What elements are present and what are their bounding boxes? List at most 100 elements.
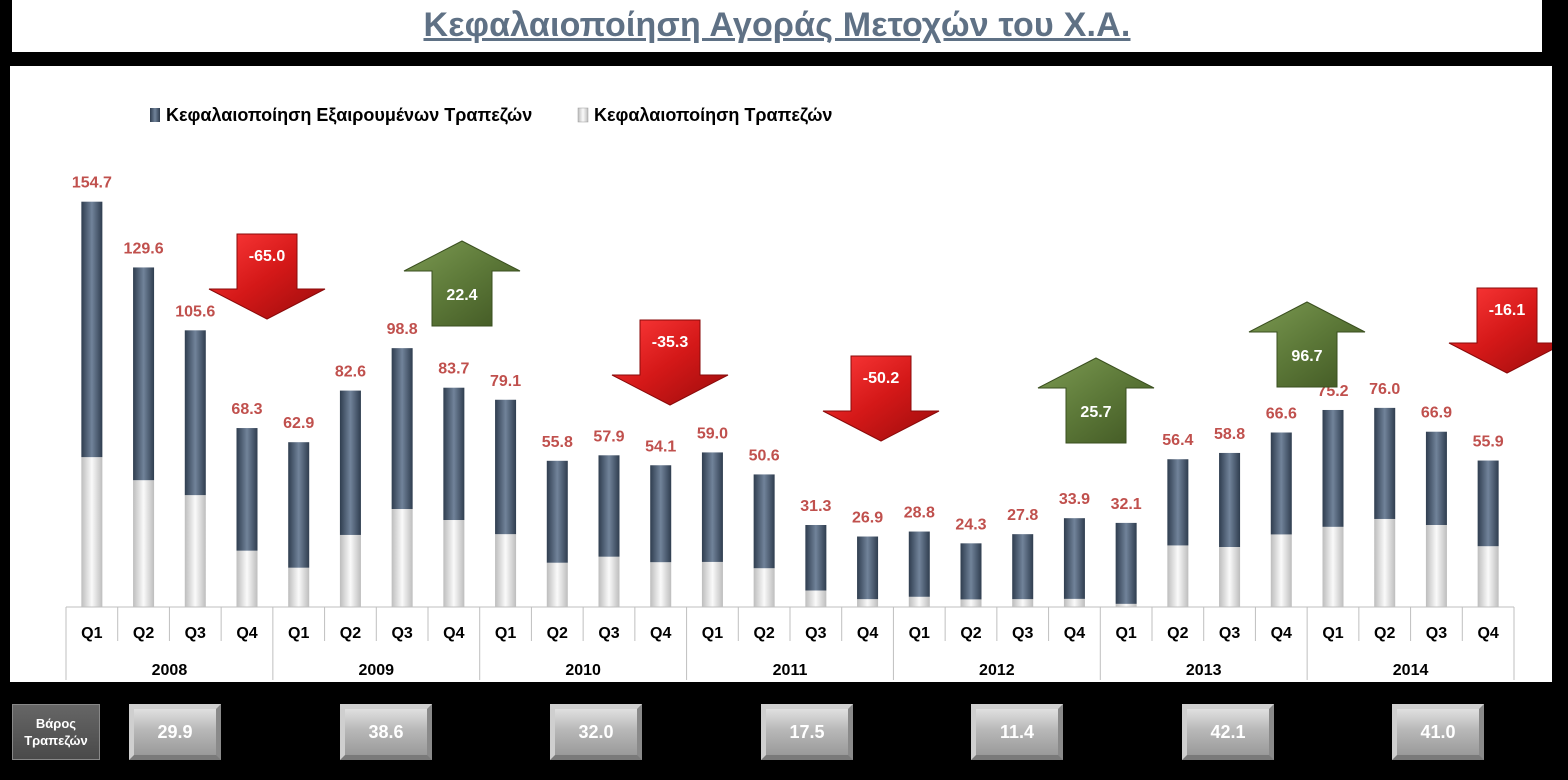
bar-non-bank-2010-Q4 — [650, 465, 672, 563]
bank-weight-2010: 32.0 — [550, 704, 642, 760]
value-label-2010-Q2: 55.8 — [542, 434, 573, 451]
bar-non-bank-2013-Q4 — [1270, 432, 1292, 535]
bar-bank-2011-Q2 — [753, 568, 775, 607]
value-label-2013-Q1: 32.1 — [1111, 496, 1142, 513]
change-label-2013: 96.7 — [1291, 348, 1322, 365]
tick-quarter-2013-Q4: Q4 — [1271, 625, 1292, 642]
change-arrow-down-2008 — [208, 233, 326, 320]
tick-quarter-2010-Q1: Q1 — [495, 625, 516, 642]
value-label-2009-Q3: 98.8 — [387, 321, 418, 338]
bar-non-bank-2012-Q1 — [908, 531, 930, 597]
bar-bank-2008-Q2 — [133, 480, 155, 607]
bar-bank-2010-Q1 — [495, 534, 517, 607]
bar-non-bank-2014-Q2 — [1374, 407, 1396, 519]
bar-non-bank-2011-Q1 — [701, 452, 723, 562]
tick-quarter-2013-Q1: Q1 — [1115, 625, 1136, 642]
bar-non-bank-2010-Q2 — [546, 460, 568, 563]
bar-non-bank-2011-Q4 — [857, 536, 879, 600]
bar-non-bank-2010-Q1 — [495, 399, 517, 535]
change-arrow-down-2011 — [822, 355, 940, 442]
bar-bank-2009-Q4 — [443, 520, 465, 607]
bar-non-bank-2009-Q1 — [288, 442, 310, 568]
bars-layer — [81, 201, 1499, 607]
bar-non-bank-2008-Q4 — [236, 428, 258, 551]
change-label-2008: -65.0 — [249, 248, 286, 265]
bar-non-bank-2008-Q3 — [184, 330, 206, 496]
tick-quarter-2010-Q3: Q3 — [598, 625, 619, 642]
tick-quarter-2012-Q1: Q1 — [909, 625, 930, 642]
bar-non-bank-2013-Q2 — [1167, 459, 1189, 546]
tick-quarter-2014-Q3: Q3 — [1426, 625, 1447, 642]
legend-label-bank: Κεφαλαιοποίηση Τραπεζών — [594, 105, 832, 126]
bar-bank-2008-Q4 — [236, 550, 258, 607]
bar-bank-2012-Q2 — [960, 599, 982, 607]
value-label-2013-Q2: 56.4 — [1162, 432, 1193, 449]
value-label-2010-Q3: 57.9 — [593, 428, 624, 445]
change-arrows-layer: -65.0 22.4 -35.3 -50.2 25.7 96.7 -16.1 — [208, 233, 1552, 444]
value-labels-layer: 154.7 129.6 105.6 68.3 62.9 82.6 98.8 83.7 79.1 5… — [72, 175, 1504, 534]
tick-quarter-2009-Q4: Q4 — [443, 625, 464, 642]
bar-bank-2013-Q4 — [1270, 534, 1292, 607]
value-label-2008-Q3: 105.6 — [175, 303, 215, 320]
legend-swatch-bank — [577, 107, 589, 123]
tick-year-2011: 2011 — [773, 662, 808, 679]
bar-non-bank-2010-Q3 — [598, 455, 620, 557]
bank-weight-label-line2: Τραπεζών — [24, 733, 88, 748]
value-label-2014-Q4: 55.9 — [1473, 434, 1504, 451]
bar-bank-2010-Q3 — [598, 556, 620, 607]
bar-bank-2013-Q3 — [1219, 547, 1241, 607]
change-arrow-down-2010 — [611, 319, 729, 406]
bar-bank-2010-Q4 — [650, 562, 672, 607]
value-label-2008-Q1: 154.7 — [72, 175, 112, 192]
bar-bank-2009-Q3 — [391, 509, 413, 607]
change-arrow-up-2012 — [1037, 357, 1155, 444]
tick-year-2008: 2008 — [152, 662, 188, 679]
value-label-2008-Q2: 129.6 — [124, 240, 164, 257]
change-label-2010: -35.3 — [652, 334, 689, 351]
bank-weight-2008: 29.9 — [129, 704, 221, 760]
tick-quarter-2011-Q4: Q4 — [857, 625, 878, 642]
bank-weight-label-line1: Βάρος — [35, 716, 77, 731]
bar-non-bank-2009-Q3 — [391, 348, 413, 510]
chart-panel: Κεφαλαιοποίηση Εξαιρουμένων Τραπεζών Κεφ… — [10, 66, 1552, 682]
tick-quarter-2009-Q3: Q3 — [391, 625, 412, 642]
tick-year-2013: 2013 — [1186, 662, 1222, 679]
bar-non-bank-2013-Q3 — [1219, 452, 1241, 548]
legend-label-non-bank: Κεφαλαιοποίηση Εξαιρουμένων Τραπεζών — [166, 105, 532, 126]
value-label-2009-Q2: 82.6 — [335, 364, 366, 381]
value-label-2011-Q2: 50.6 — [749, 447, 780, 464]
bank-weight-2014: 41.0 — [1392, 704, 1484, 760]
change-arrow-up-2013 — [1248, 301, 1366, 388]
bar-non-bank-2009-Q2 — [339, 390, 361, 535]
value-label-2010-Q4: 54.1 — [645, 438, 676, 455]
bar-bank-2011-Q3 — [805, 590, 827, 607]
value-label-2012-Q2: 24.3 — [955, 516, 986, 533]
bar-bank-2011-Q4 — [857, 599, 879, 607]
value-label-2012-Q4: 33.9 — [1059, 491, 1090, 508]
value-label-2014-Q3: 66.9 — [1421, 405, 1452, 422]
value-label-2013-Q4: 66.6 — [1266, 406, 1297, 423]
tick-year-2012: 2012 — [979, 662, 1015, 679]
tick-quarter-2013-Q3: Q3 — [1219, 625, 1240, 642]
bar-bank-2013-Q1 — [1115, 603, 1137, 607]
bar-bank-2014-Q3 — [1425, 524, 1447, 607]
bar-non-bank-2012-Q3 — [1012, 534, 1034, 600]
value-label-2012-Q3: 27.8 — [1007, 507, 1038, 524]
tick-quarter-2009-Q1: Q1 — [288, 625, 309, 642]
bar-bank-2013-Q2 — [1167, 545, 1189, 607]
bank-weight-2012: 11.4 — [971, 704, 1063, 760]
value-label-2013-Q3: 58.8 — [1214, 426, 1245, 443]
tick-quarter-2012-Q3: Q3 — [1012, 625, 1033, 642]
tick-quarter-2008-Q1: Q1 — [81, 625, 102, 642]
change-label-2012: 25.7 — [1080, 404, 1111, 421]
tick-quarter-2011-Q1: Q1 — [702, 625, 723, 642]
chart-title: Κεφαλαιοποίηση Αγοράς Μετοχών του Χ.Α. — [423, 6, 1131, 44]
value-label-2010-Q1: 79.1 — [490, 373, 521, 390]
tick-quarter-2014-Q2: Q2 — [1374, 625, 1395, 642]
bar-non-bank-2013-Q1 — [1115, 522, 1137, 604]
bar-bank-2011-Q1 — [701, 561, 723, 607]
tick-quarter-2014-Q1: Q1 — [1322, 625, 1343, 642]
bar-bank-2014-Q4 — [1477, 546, 1499, 607]
category-axis: Q1 Q2 Q3 Q4 Q1 Q2 Q3 Q4 Q1 Q2 Q3 Q4 Q1 Q2 Q3 Q4 Q1 Q2 Q3 Q4… — [65, 606, 1515, 680]
bar-bank-2009-Q2 — [339, 534, 361, 607]
